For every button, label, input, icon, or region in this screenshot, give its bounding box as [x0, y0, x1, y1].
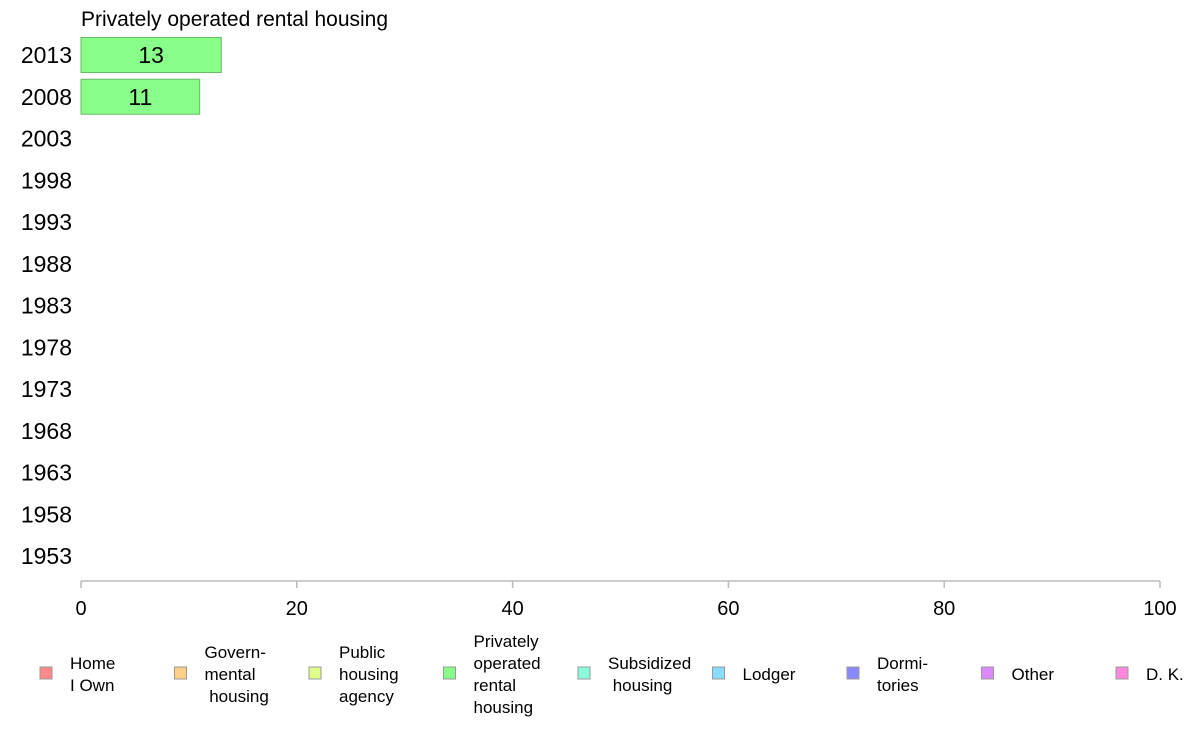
bar [80, 37, 222, 73]
legend-swatch [443, 666, 456, 680]
y-axis-labels: 2013 2008 2003 1998 1993 1988 1983 1978 1973 1968… [21, 42, 72, 569]
y-tick-label: 2008 [21, 84, 72, 110]
legend-label: Lodger [743, 665, 796, 684]
y-tick-label: 1953 [21, 543, 72, 569]
y-tick-label: 1983 [21, 293, 72, 319]
y-tick-label: 1963 [21, 460, 72, 486]
legend-label: Subsidized housing [608, 654, 691, 695]
bars-group: 13 11 [80, 37, 222, 115]
legend-swatch [981, 666, 994, 680]
y-tick-label: 1973 [21, 376, 72, 402]
legend-label: Public housing agency [339, 643, 399, 706]
legend-swatch [39, 666, 53, 680]
x-tick-label: 20 [286, 598, 308, 620]
x-tick-label: 60 [717, 598, 739, 620]
legend-label: Govern-mental housing [205, 643, 269, 706]
y-tick-label: 1968 [21, 418, 72, 444]
x-tick-label: 0 [75, 598, 86, 620]
bar [80, 78, 201, 115]
legend-label: D. K. [1146, 665, 1184, 684]
y-tick-label: 1978 [21, 334, 72, 360]
y-tick-label: 1993 [21, 209, 72, 235]
legend: Home I Own Govern-mental housing Public hous… [39, 632, 1184, 717]
legend-swatch [577, 666, 591, 680]
legend-label: Home I Own [70, 654, 115, 695]
bar-value-label: 11 [128, 84, 152, 110]
legend-label: Other [1012, 665, 1055, 684]
bar-value-label: 13 [138, 42, 164, 68]
legend-swatch [712, 666, 725, 680]
legend-swatch [174, 666, 187, 680]
chart-title: Privately operated rental housing [81, 8, 388, 31]
legend-label: Dormi-tories [877, 654, 928, 695]
y-tick-label: 1998 [21, 167, 72, 193]
y-tick-label: 1958 [21, 501, 72, 527]
y-tick-label: 2013 [21, 42, 72, 68]
y-tick-label: 2003 [21, 126, 72, 152]
x-tick-label: 100 [1143, 598, 1176, 620]
legend-label: Privately operated rental housing [474, 632, 541, 717]
y-tick-label: 1988 [21, 251, 72, 277]
legend-swatch [1115, 666, 1129, 680]
legend-swatch [846, 666, 860, 680]
x-axis: 0 20 40 60 80 100 [75, 580, 1177, 620]
x-tick-label: 40 [501, 598, 523, 620]
legend-swatch [308, 666, 322, 680]
x-tick-label: 80 [933, 598, 955, 620]
